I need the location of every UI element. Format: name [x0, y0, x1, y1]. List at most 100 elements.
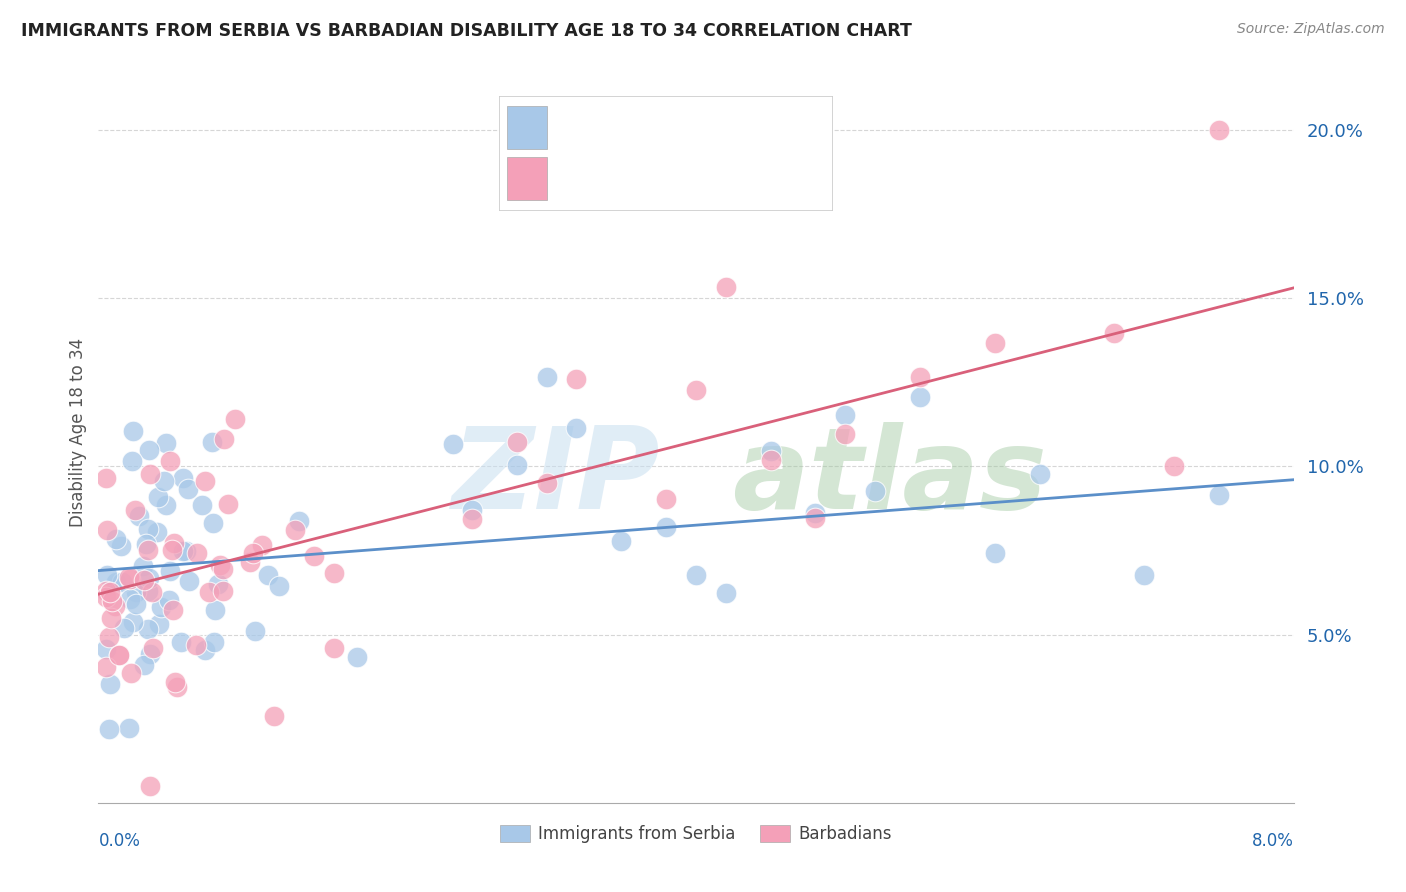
Point — [212, 562, 235, 576]
Point — [536, 476, 558, 491]
Point — [506, 458, 529, 472]
Point — [1028, 467, 1050, 482]
Point — [177, 574, 200, 589]
Point — [202, 634, 225, 648]
Point — [149, 600, 172, 615]
Point — [288, 514, 311, 528]
Point — [441, 437, 464, 451]
Point — [96, 471, 118, 485]
Point — [104, 599, 127, 613]
Point — [252, 538, 274, 552]
Point — [153, 474, 176, 488]
Point — [107, 648, 129, 663]
Point — [155, 436, 177, 450]
Point — [283, 523, 305, 537]
Point — [610, 533, 633, 548]
Point — [263, 709, 285, 723]
Point — [267, 578, 290, 592]
Point — [148, 617, 170, 632]
Point — [141, 585, 163, 599]
Point — [135, 537, 157, 551]
Point — [804, 510, 827, 524]
Point — [212, 432, 235, 446]
Point — [98, 677, 121, 691]
Point — [163, 536, 186, 550]
Point — [198, 585, 221, 599]
Point — [146, 525, 169, 540]
Point — [117, 721, 139, 735]
Point — [1208, 488, 1230, 502]
Point — [714, 585, 737, 599]
Point — [94, 590, 117, 604]
Point — [122, 425, 145, 439]
Point — [132, 559, 155, 574]
Point — [242, 545, 264, 559]
Point — [224, 411, 246, 425]
Point — [865, 483, 887, 498]
Point — [98, 631, 121, 645]
Point — [98, 722, 121, 736]
Point — [212, 583, 235, 598]
Point — [111, 575, 134, 590]
Point — [110, 539, 132, 553]
Point — [125, 585, 148, 599]
Point — [506, 434, 529, 449]
Point — [191, 498, 214, 512]
Point — [159, 454, 181, 468]
Point — [565, 372, 588, 386]
Point — [174, 543, 197, 558]
Point — [132, 573, 155, 587]
Point — [163, 674, 186, 689]
Point — [759, 443, 782, 458]
Point — [162, 603, 184, 617]
Point — [139, 647, 162, 661]
Point — [1163, 458, 1185, 473]
Text: atlas: atlas — [733, 422, 1046, 533]
Point — [159, 565, 181, 579]
Point — [136, 522, 159, 536]
Point — [984, 336, 1007, 351]
Point — [1208, 122, 1230, 136]
Point — [108, 648, 131, 662]
Point — [124, 503, 146, 517]
Text: 8.0%: 8.0% — [1251, 832, 1294, 850]
Point — [98, 585, 121, 599]
Point — [685, 567, 707, 582]
Text: Source: ZipAtlas.com: Source: ZipAtlas.com — [1237, 22, 1385, 37]
Point — [461, 512, 484, 526]
Point — [136, 622, 159, 636]
Point — [194, 642, 217, 657]
Point — [834, 408, 856, 422]
Point — [204, 603, 226, 617]
Point — [207, 576, 229, 591]
Point — [118, 569, 141, 583]
Point — [157, 592, 180, 607]
Point — [100, 594, 122, 608]
Point — [239, 555, 262, 569]
Text: ZIP: ZIP — [451, 422, 661, 533]
Point — [139, 467, 162, 481]
Point — [186, 638, 208, 652]
Point — [714, 280, 737, 294]
Point — [128, 509, 150, 524]
Point — [655, 491, 678, 506]
Point — [96, 567, 118, 582]
Point — [100, 611, 122, 625]
Point — [1104, 326, 1126, 340]
Point — [125, 597, 148, 611]
Point — [834, 426, 856, 441]
Point — [217, 498, 239, 512]
Point — [94, 659, 117, 673]
Point — [655, 520, 678, 534]
Point — [536, 370, 558, 384]
Point — [94, 584, 117, 599]
Point — [759, 453, 782, 467]
Point — [208, 558, 231, 573]
Point — [94, 641, 117, 656]
Text: 0.0%: 0.0% — [98, 832, 141, 850]
Point — [186, 546, 208, 560]
Point — [166, 680, 188, 694]
Point — [257, 567, 280, 582]
Point — [162, 542, 184, 557]
Point — [173, 544, 195, 558]
